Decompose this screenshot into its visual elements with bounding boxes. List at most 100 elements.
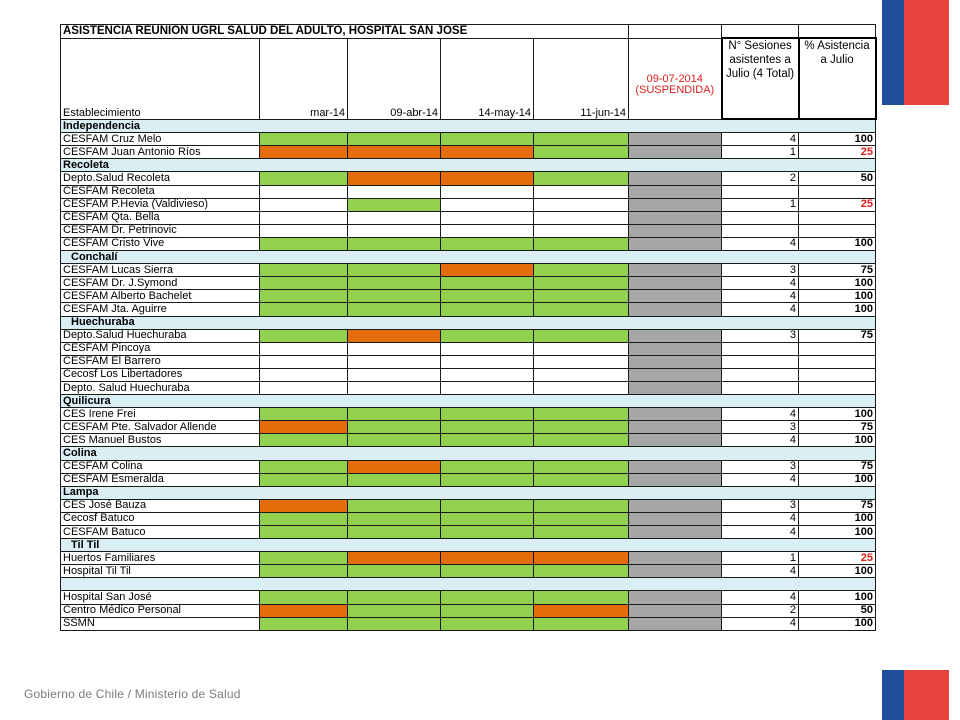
percent-cell: 100 [798,302,877,317]
group-label: Til Til [59,538,877,553]
sessions-cell: 4 [721,472,800,487]
group-row: Til Til [59,538,877,553]
sessions-cell: 3 [721,328,800,343]
percent-cell: 50 [798,171,877,186]
sessions-cell: 4 [721,511,800,527]
attendance-cell [440,145,534,160]
date-header-2: 09-abr-14 [347,37,441,120]
establishment-name: CES Manuel Bustos [60,433,260,448]
percent-cell [798,367,877,382]
suspended-cell [628,145,723,160]
attendance-cell [440,420,534,435]
attendance-cell [440,132,534,147]
attendance-cell [259,197,348,212]
table-row: CESFAM Jta. Aguirre 4 100 [60,302,877,317]
table-row: CES José Bauza 3 75 [60,498,877,513]
suspended-cell [628,289,723,304]
suspended-cell [628,564,723,579]
group-label: Huechuraba [59,315,877,330]
suspended-cell [628,590,723,605]
group-label: Conchalí [59,250,877,265]
attendance-cell [532,564,630,579]
sessions-cell: 4 [721,433,800,448]
establishment-name: SSMN [60,616,260,631]
sessions-cell: 1 [721,197,800,212]
empty-cell [628,24,723,39]
establishment-name: CESFAM Dr. Petrinovic [60,223,260,238]
chile-flag-top [882,0,949,105]
percent-cell [798,223,877,238]
table-row: CESFAM Cristo Vive 4 100 [60,236,877,252]
suspended-cell [628,420,723,435]
table-row: Depto.Salud Huechuraba 3 75 [60,328,877,343]
attendance-cell [259,236,348,252]
percent-cell [798,210,877,225]
attendance-cell [532,341,630,356]
attendance-cell [532,603,630,618]
title-row: ASISTENCIA REUNIÓN UGRL SALUD DEL ADULTO… [59,24,877,39]
attendance-cell [440,302,534,317]
suspended-cell [628,498,723,513]
attendance-cell [347,433,441,448]
establishment-name: CESFAM P.Hevia (Valdivieso) [60,197,260,212]
group-row: Huechuraba [59,315,877,330]
table-row: CESFAM Pincoya [60,341,877,356]
sessions-cell: 3 [721,459,800,474]
table-row: CES Manuel Bustos 4 100 [60,433,877,448]
suspended-cell [628,472,723,487]
attendance-cell [532,289,630,304]
percent-cell: 25 [798,551,877,566]
sessions-cell [721,354,800,369]
attendance-cell [532,407,630,422]
attendance-cell [532,236,630,252]
table-row: Centro Médico Personal 2 50 [60,603,877,618]
establishment-name: CESFAM Cruz Melo [60,132,260,147]
attendance-cell [347,420,441,435]
establishment-name: CESFAM Esmeralda [60,472,260,487]
attendance-cell [347,171,441,186]
group-row: Lampa [59,485,877,500]
suspended-cell [628,236,723,252]
suspended-cell [628,354,723,369]
attendance-cell [440,498,534,513]
percent-cell: 100 [798,276,877,291]
suspended-cell [628,407,723,422]
attendance-cell [259,498,348,513]
table-row: CES Irene Frei 4 100 [60,407,877,422]
attendance-cell [440,472,534,487]
establishment-name: CESFAM Dr. J.Symond [60,276,260,291]
suspended-cell [628,603,723,618]
attendance-cell [440,197,534,212]
attendance-cell [259,433,348,448]
attendance-cell [259,341,348,356]
attendance-cell [532,145,630,160]
attendance-cell [532,223,630,238]
percent-cell: 100 [798,590,877,605]
attendance-cell [347,132,441,147]
suspended-cell [628,616,723,631]
percent-cell: 25 [798,197,877,212]
suspended-cell [628,341,723,356]
attendance-cell [259,210,348,225]
sessions-cell [721,367,800,382]
establishment-name: CESFAM Colina [60,459,260,474]
attendance-cell [259,603,348,618]
percent-cell: 75 [798,263,877,278]
sessions-cell: 4 [721,132,800,147]
percent-cell: 100 [798,511,877,527]
table-row: CESFAM El Barrero [60,354,877,369]
attendance-cell [440,407,534,422]
attendance-cell [347,145,441,160]
header-row: Establecimiento mar-14 09-abr-14 14-may-… [60,37,877,121]
suspended-cell [628,132,723,147]
suspended-cell [628,223,723,238]
percent-cell [798,184,877,199]
attendance-cell [532,263,630,278]
establishment-name: CESFAM Pte. Salvador Allende [60,420,260,435]
attendance-cell [532,498,630,513]
sessions-cell: 4 [721,302,800,317]
establishment-name: Centro Médico Personal [60,603,260,618]
sessions-cell: 4 [721,524,800,540]
attendance-cell [347,524,441,540]
table-row: CESFAM Alberto Bachelet 4 100 [60,289,877,304]
